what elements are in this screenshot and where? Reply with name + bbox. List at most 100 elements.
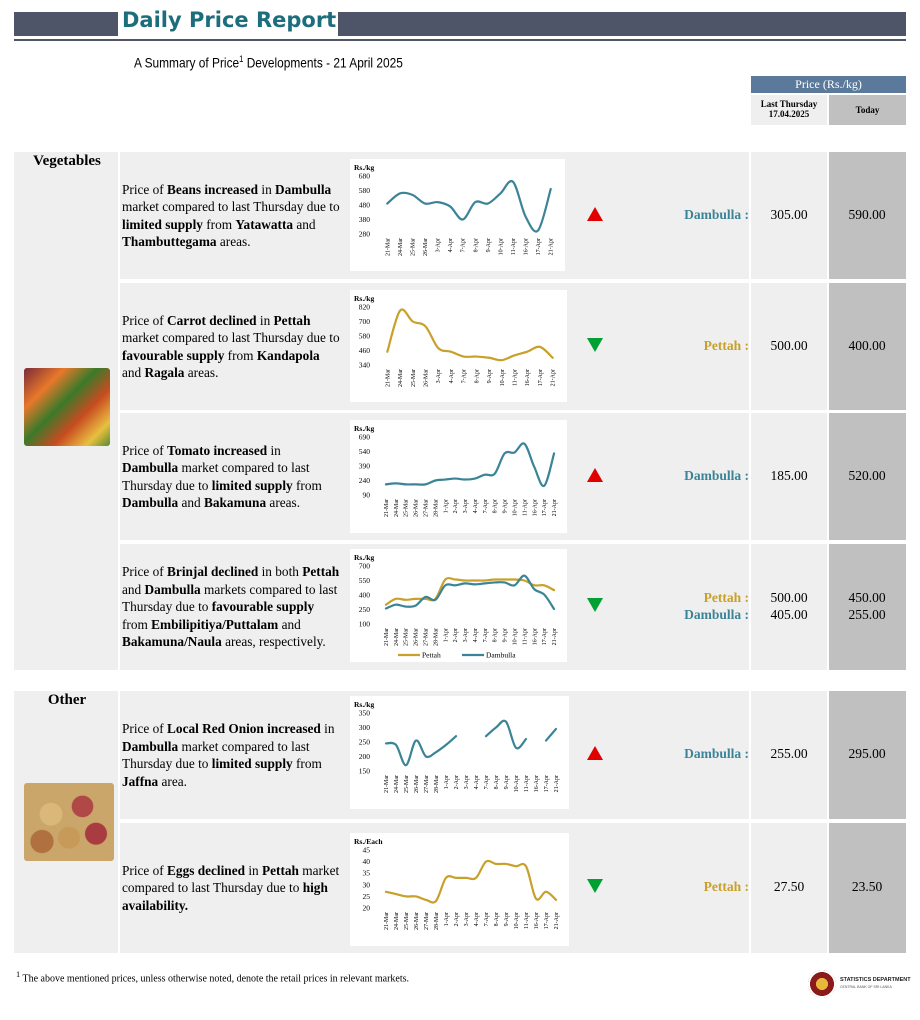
x-tick-label: 24-Mar [398, 369, 404, 387]
x-tick-label: 8-Apr [494, 912, 500, 926]
x-tick-label: 9-Apr [503, 628, 509, 642]
price-today: 23.50 [851, 879, 883, 894]
last-thursday-cell [751, 691, 827, 819]
price-last-thursday: 255.00 [770, 746, 808, 761]
x-tick-label: 27-Mar [424, 499, 430, 517]
x-tick-label: 25-Mar [404, 775, 410, 793]
y-tick-label: 280 [359, 230, 371, 239]
price-today: 590.00 [848, 206, 886, 222]
x-tick-label: 24-Mar [394, 499, 400, 517]
x-tick-label: 2-Apr [453, 628, 459, 642]
arrow-up-icon [587, 746, 603, 760]
y-tick-label: 45 [363, 846, 371, 855]
x-tick-label: 21-Apr [552, 628, 558, 645]
header-band-right [338, 12, 906, 36]
x-tick-label: 21-Apr [551, 369, 557, 386]
x-tick-label: 17-Apr [536, 238, 542, 255]
arrow-up-icon [587, 206, 603, 221]
x-tick-label: 21-Mar [384, 628, 390, 646]
last-thursday-cell [751, 544, 827, 670]
market-name: Dambulla : [684, 606, 749, 622]
x-tick-label: 27-Mar [424, 775, 430, 793]
x-tick-label: 8-Apr [493, 499, 499, 513]
x-tick-label: 24-Mar [394, 628, 400, 646]
x-tick-label: 26-Mar [414, 775, 420, 793]
y-tick-label: 100 [359, 620, 371, 629]
x-tick-label: 8-Apr [493, 628, 499, 642]
x-tick-label: 25-Mar [404, 628, 410, 646]
x-tick-label: 28-Mar [433, 628, 439, 646]
x-tick-label: 24-Mar [398, 238, 404, 256]
y-tick-label: 30 [363, 880, 371, 889]
report-title: Daily Price Report [122, 8, 337, 32]
x-tick-label: 8-Apr [473, 238, 479, 252]
price-chart: Rs./kg 690 540 390 240 90 21-Mar 24-Mar 25-Mar 26… [350, 420, 567, 533]
x-tick-label: 10-Apr [498, 238, 504, 255]
price-last-thursday: 27.50 [773, 879, 805, 894]
x-tick-label: 17-Apr [544, 912, 550, 929]
x-tick-label: 11-Apr [524, 912, 530, 929]
x-tick-label: 7-Apr [462, 369, 468, 383]
today-cell [829, 691, 906, 819]
x-tick-label: 11-Apr [513, 369, 519, 386]
series-line [384, 576, 556, 606]
x-tick-label: 9-Apr [487, 369, 493, 383]
y-tick-label: 700 [359, 562, 371, 571]
arrow-down-icon [587, 337, 603, 352]
x-tick-label: 17-Apr [538, 369, 544, 386]
market-name: Pettah : [703, 337, 749, 353]
x-tick-label: 25-Mar [404, 499, 410, 517]
x-tick-label: 3-Apr [463, 628, 469, 642]
series-line [386, 179, 552, 233]
x-tick-label: 11-Apr [522, 628, 528, 645]
x-tick-label: 11-Apr [511, 238, 517, 255]
y-tick-label: 400 [359, 591, 371, 600]
x-tick-label: 16-Apr [534, 912, 540, 929]
y-tick-label: 90 [363, 491, 371, 500]
x-tick-label: 17-Apr [542, 628, 548, 645]
series-line [384, 735, 458, 767]
price-today: 450.00 [848, 589, 886, 605]
x-tick-label: 7-Apr [461, 238, 467, 252]
y-tick-label: 40 [363, 857, 371, 866]
x-tick-label: 3-Apr [463, 499, 469, 513]
x-tick-label: 11-Apr [522, 499, 528, 516]
arrow-down-icon [587, 879, 603, 893]
x-tick-label: 21-Mar [385, 238, 391, 256]
price-chart: Rs./kg 820 700 580 460 340 21-Mar 24-Mar 25-Mar 2… [350, 290, 567, 402]
x-tick-label: 9-Apr [503, 499, 509, 513]
section-label-other: Other [47, 692, 87, 708]
y-tick-label: 690 [359, 433, 371, 442]
y-tick-label: 550 [359, 576, 371, 585]
x-tick-label: 17-Apr [544, 775, 550, 792]
x-tick-label: 26-Mar [423, 238, 429, 256]
x-tick-label: 4-Apr [448, 238, 454, 252]
y-tick-label: 380 [359, 215, 371, 224]
market-name: Dambulla : [684, 746, 749, 761]
today-cell [829, 413, 906, 540]
series-line [384, 574, 556, 611]
x-tick-label: 4-Apr [473, 499, 479, 513]
y-tick-label: 250 [359, 738, 371, 747]
y-tick-label: 540 [359, 447, 371, 456]
x-tick-label: 4-Apr [474, 775, 480, 789]
x-tick-label: 25-Mar [410, 238, 416, 256]
last-thursday-cell [751, 283, 827, 410]
x-tick-label: 8-Apr [474, 369, 480, 383]
price-unit-header: Price (Rs./kg) [751, 76, 906, 93]
section-label-vegetables: Vegetables [33, 153, 101, 169]
market-name: Pettah : [703, 589, 749, 605]
today-header: Today [829, 95, 906, 125]
price-today: 295.00 [848, 746, 886, 761]
y-tick-label: 240 [359, 476, 371, 485]
x-tick-label: 3-Apr [464, 775, 470, 789]
last-thursday-header: Last Thursday 17.04.2025 [751, 95, 827, 125]
logo-line1: STATISTICS DEPARTMENT [840, 977, 911, 983]
y-tick-label: 150 [359, 767, 371, 776]
today-cell [829, 544, 906, 670]
vegetables-image [24, 368, 110, 446]
x-tick-label: 21-Apr [554, 775, 560, 792]
